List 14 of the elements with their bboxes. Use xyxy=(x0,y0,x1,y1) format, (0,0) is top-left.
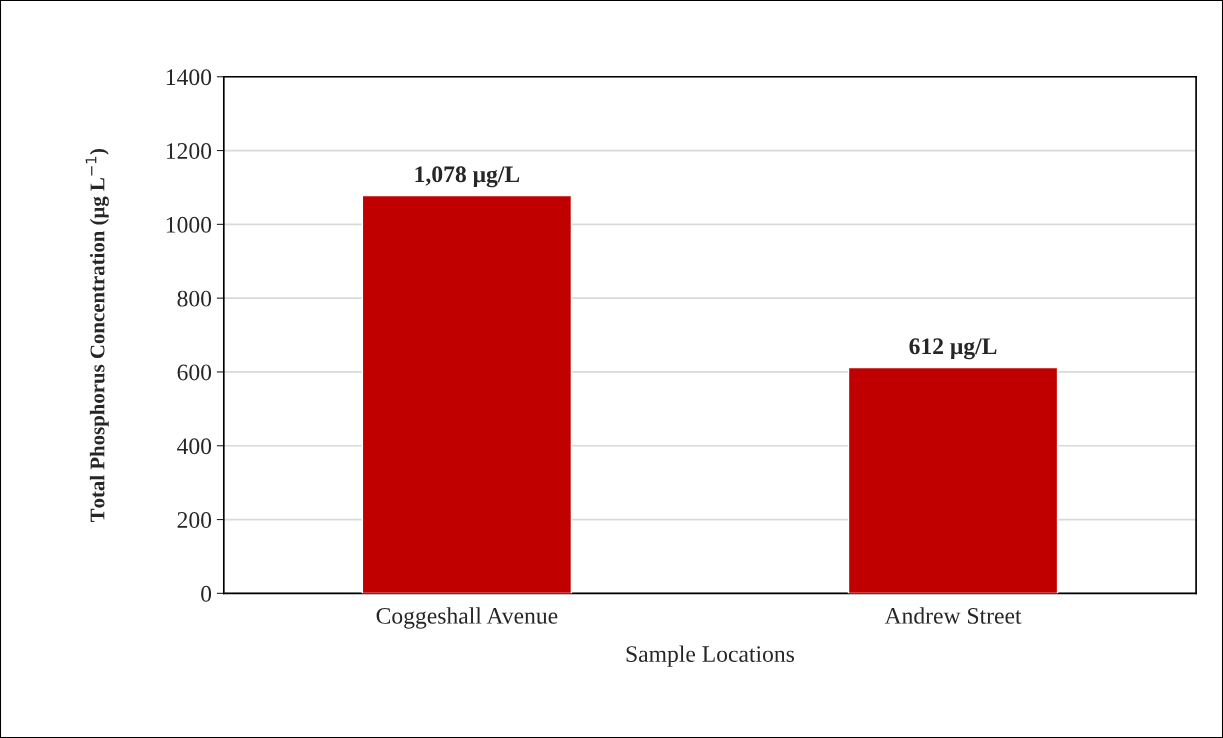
x-axis-title: Sample Locations xyxy=(626,645,795,667)
data-label: 612 μg/L xyxy=(909,338,997,360)
data-label: 1,078 μg/L xyxy=(415,166,520,188)
y-tick-label: 400 xyxy=(177,438,212,455)
y-axis-title: Total Phosphorus Concentration (μg L$^{−1}$) xyxy=(85,148,109,523)
y-tick-label: 1200 xyxy=(166,143,212,159)
y-tick-label: 1400 xyxy=(166,69,212,86)
y-tick-label: 800 xyxy=(177,290,212,307)
y-tick-label: 1000 xyxy=(166,216,212,233)
y-tick-label: 200 xyxy=(177,512,212,528)
x-tick-label: Andrew Street xyxy=(884,607,1022,624)
x-tick-label: Coggeshall Avenue xyxy=(376,607,558,629)
y-tick-label: 600 xyxy=(177,364,212,381)
y-tick-label: 0 xyxy=(201,585,212,602)
